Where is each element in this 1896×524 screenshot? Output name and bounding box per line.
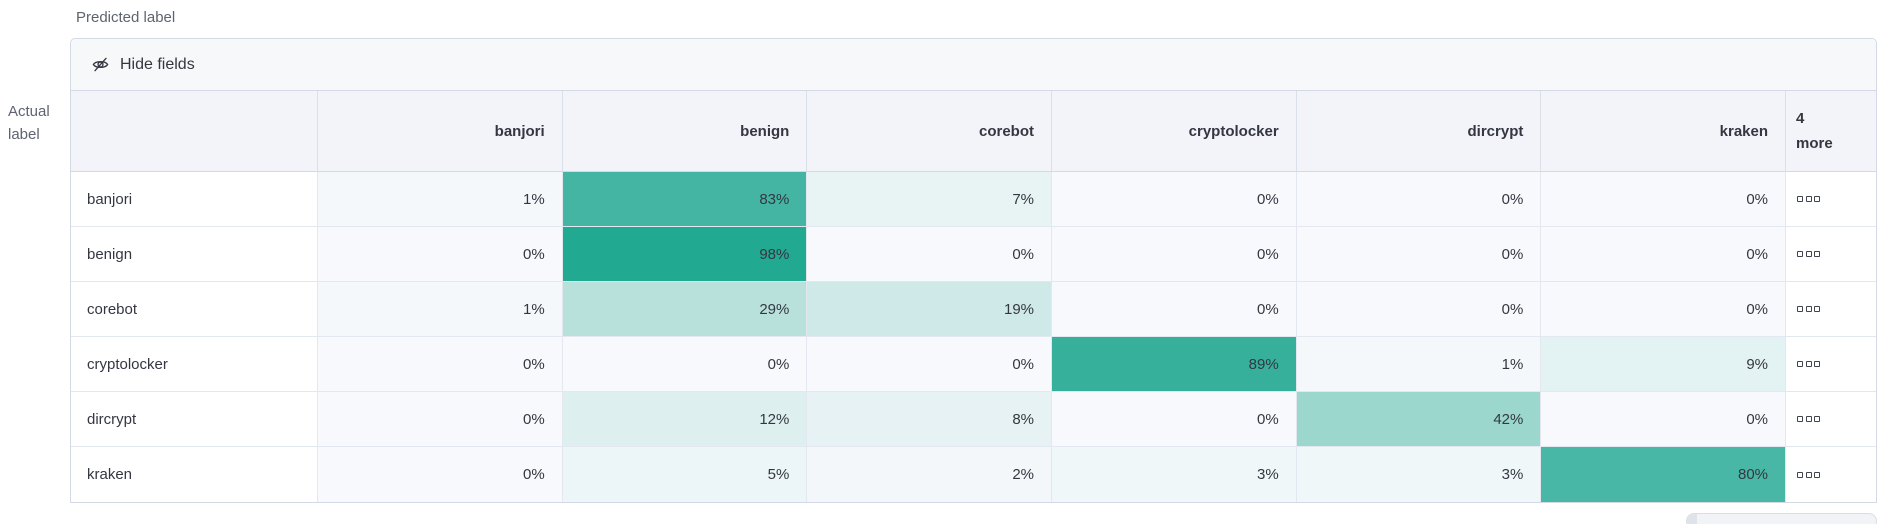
eye-closed-icon [91,55,110,74]
actual-axis-label: Actual label [8,100,50,146]
matrix-cell-cryptolocker-cryptolocker[interactable]: 89% [1052,337,1297,392]
row-more-cell[interactable] [1786,172,1877,227]
boxes-horizontal-icon[interactable] [1797,306,1823,312]
matrix-cell-corebot-corebot[interactable]: 19% [807,282,1053,337]
row-label-cell[interactable]: dircrypt [71,392,318,447]
matrix-cell-banjori-dircrypt[interactable]: 0% [1296,172,1542,227]
column-header-dircrypt: dircrypt [1296,91,1542,172]
table-row: benign 0% 98% 0% 0% 0% 0% [71,227,1877,282]
table-row: banjori 1% 83% 7% 0% 0% 0% [71,172,1877,227]
matrix-cell-banjori-kraken[interactable]: 0% [1541,172,1787,227]
boxes-horizontal-icon[interactable] [1797,471,1823,478]
matrix-cell-corebot-kraken[interactable]: 0% [1541,282,1787,337]
matrix-cell-cryptolocker-kraken[interactable]: 9% [1541,337,1787,392]
row-label-cell[interactable]: banjori [71,172,318,227]
matrix-cell-benign-corebot[interactable]: 0% [807,227,1053,282]
matrix-cell-kraken-kraken[interactable]: 80% [1541,447,1787,502]
matrix-cell-benign-benign[interactable]: 98% [562,227,808,282]
row-more-cell[interactable] [1786,337,1877,392]
table-row: corebot 1% 29% 19% 0% 0% 0% [71,282,1877,337]
matrix-cell-banjori-corebot[interactable]: 7% [807,172,1053,227]
row-more-cell[interactable] [1786,392,1877,447]
actual-axis-label-line1: Actual [8,103,50,120]
hidden-columns-header[interactable]: 4 more [1786,91,1877,172]
corner-header-cell [71,91,318,172]
scrollbar-thumb[interactable] [1687,514,1697,524]
confusion-matrix-grid: Hide fields banjori benign corebot cryptolo… [70,38,1877,503]
column-header-cryptolocker: cryptolocker [1052,91,1297,172]
column-header-corebot: corebot [807,91,1053,172]
row-label-cell[interactable]: kraken [71,447,318,502]
matrix-cell-dircrypt-corebot[interactable]: 8% [807,392,1053,447]
matrix-cell-dircrypt-dircrypt[interactable]: 42% [1296,392,1542,447]
row-more-cell[interactable] [1786,447,1877,502]
column-header-kraken: kraken [1541,91,1787,172]
boxes-horizontal-icon[interactable] [1797,416,1823,422]
hidden-columns-label: 4 more [1796,110,1833,152]
matrix-cell-dircrypt-kraken[interactable]: 0% [1541,392,1787,447]
horizontal-scrollbar[interactable] [1686,513,1877,524]
hide-fields-button[interactable]: Hide fields [79,49,207,80]
matrix-cell-corebot-banjori[interactable]: 1% [318,282,563,337]
matrix-cell-dircrypt-cryptolocker[interactable]: 0% [1052,392,1297,447]
matrix-cell-kraken-dircrypt[interactable]: 3% [1296,447,1542,502]
matrix-cell-kraken-benign[interactable]: 5% [562,447,808,502]
hide-fields-label: Hide fields [120,55,195,73]
matrix-cell-kraken-corebot[interactable]: 2% [807,447,1053,502]
row-label-cell[interactable]: corebot [71,282,318,337]
matrix-cell-kraken-cryptolocker[interactable]: 3% [1052,447,1297,502]
table-row: dircrypt 0% 12% 8% 0% 42% 0% [71,392,1877,447]
matrix-cell-banjori-benign[interactable]: 83% [562,172,808,227]
matrix-table: banjori benign corebot cryptolocker dircrypt… [71,91,1877,502]
matrix-cell-banjori-cryptolocker[interactable]: 0% [1052,172,1297,227]
matrix-cell-benign-cryptolocker[interactable]: 0% [1052,227,1297,282]
predicted-axis-label: Predicted label [76,9,176,26]
column-header-banjori: banjori [318,91,563,172]
header-row: banjori benign corebot cryptolocker dircrypt… [71,91,1877,172]
row-more-cell[interactable] [1786,282,1877,337]
row-label-cell[interactable]: benign [71,227,318,282]
matrix-cell-benign-dircrypt[interactable]: 0% [1296,227,1542,282]
table-row: cryptolocker 0% 0% 0% 89% 1% 9% [71,337,1877,392]
grid-toolbar: Hide fields [71,39,1876,91]
matrix-cell-dircrypt-benign[interactable]: 12% [562,392,808,447]
boxes-horizontal-icon[interactable] [1797,361,1823,367]
matrix-cell-dircrypt-banjori[interactable]: 0% [318,392,563,447]
matrix-cell-cryptolocker-corebot[interactable]: 0% [807,337,1053,392]
actual-axis-label-line2: label [8,126,40,143]
matrix-cell-benign-kraken[interactable]: 0% [1541,227,1787,282]
row-more-cell[interactable] [1786,227,1877,282]
matrix-cell-cryptolocker-benign[interactable]: 0% [562,337,808,392]
matrix-cell-cryptolocker-banjori[interactable]: 0% [318,337,563,392]
boxes-horizontal-icon[interactable] [1797,196,1823,202]
matrix-cell-corebot-dircrypt[interactable]: 0% [1296,282,1542,337]
table-row: kraken 0% 5% 2% 3% 3% 80% [71,447,1877,502]
row-label-cell[interactable]: cryptolocker [71,337,318,392]
column-header-benign: benign [562,91,808,172]
matrix-cell-banjori-banjori[interactable]: 1% [318,172,563,227]
matrix-cell-corebot-cryptolocker[interactable]: 0% [1052,282,1297,337]
boxes-horizontal-icon[interactable] [1797,251,1823,257]
matrix-cell-cryptolocker-dircrypt[interactable]: 1% [1296,337,1542,392]
matrix-cell-benign-banjori[interactable]: 0% [318,227,563,282]
matrix-cell-corebot-benign[interactable]: 29% [562,282,808,337]
matrix-cell-kraken-banjori[interactable]: 0% [318,447,563,502]
